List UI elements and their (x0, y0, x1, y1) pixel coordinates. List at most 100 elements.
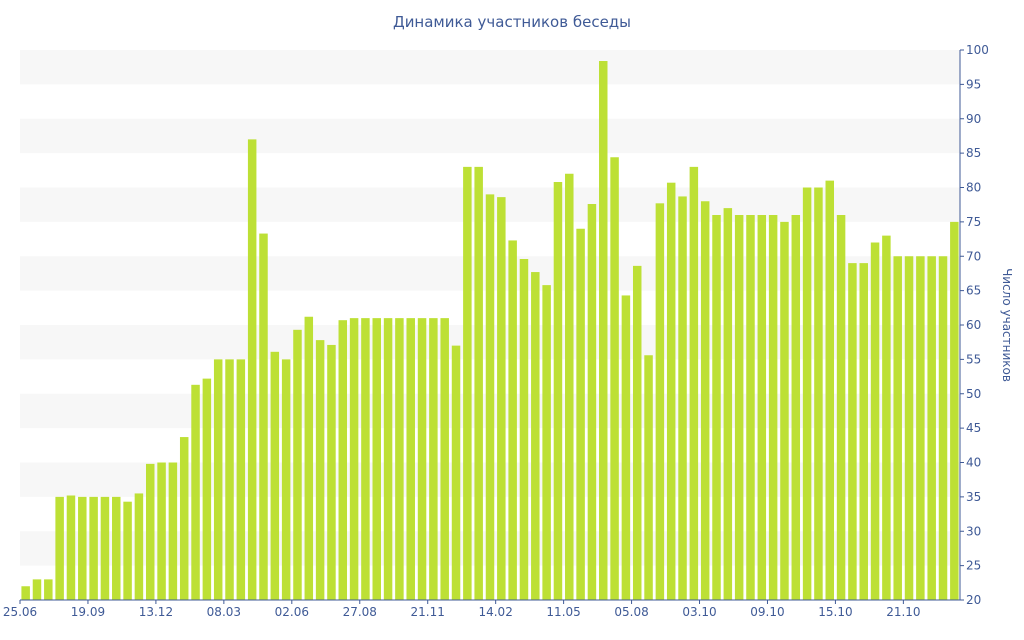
bar (327, 344, 336, 600)
bar (32, 579, 42, 600)
bar (66, 495, 76, 600)
bar (757, 215, 767, 600)
bar (893, 256, 902, 600)
bar (746, 215, 755, 600)
x-tick-label: 21.11 (411, 605, 445, 619)
bar (123, 501, 132, 600)
bar (89, 496, 98, 600)
bar (451, 345, 461, 600)
bar (145, 463, 155, 600)
bar (78, 496, 87, 600)
bar (859, 263, 868, 600)
x-tick-label: 15.10 (818, 605, 852, 619)
x-tick-label: 11.05 (546, 605, 580, 619)
bar (315, 340, 325, 600)
bar (576, 228, 585, 600)
y-tick-label: 30 (966, 524, 981, 538)
grid-band (20, 50, 960, 85)
y-tick-label: 90 (966, 112, 981, 126)
bar (734, 215, 744, 600)
bar (882, 235, 891, 600)
y-tick-label: 50 (966, 387, 981, 401)
bar (202, 378, 212, 600)
bar (157, 462, 166, 600)
bar (836, 215, 846, 600)
bar (632, 265, 642, 600)
bar (870, 242, 880, 600)
bar (621, 295, 631, 600)
bar (938, 256, 948, 600)
bar (417, 318, 427, 600)
x-tick-label: 19.09 (71, 605, 105, 619)
bar (179, 437, 189, 600)
bar (213, 359, 223, 600)
y-tick-label: 80 (966, 181, 981, 195)
bar (463, 166, 472, 600)
x-tick-label: 09.10 (750, 605, 784, 619)
x-tick-label: 05.08 (614, 605, 648, 619)
bar (100, 496, 110, 600)
bar (802, 187, 812, 600)
bar (666, 182, 676, 600)
bar (565, 173, 574, 600)
bar (780, 221, 789, 600)
bar (225, 359, 234, 600)
bar (916, 256, 925, 600)
y-tick-label: 60 (966, 318, 981, 332)
bar (259, 233, 268, 600)
bar (712, 215, 721, 600)
x-tick-label: 03.10 (682, 605, 716, 619)
bar (599, 61, 608, 600)
bar (678, 196, 687, 600)
y-tick-label: 25 (966, 559, 981, 573)
y-tick-label: 45 (966, 421, 981, 435)
bar (825, 180, 835, 600)
bar (247, 139, 257, 600)
bar (610, 157, 619, 600)
x-tick-label: 25.06 (3, 605, 37, 619)
bar (531, 272, 540, 600)
y-axis-title: Число участников (1000, 268, 1014, 382)
y-tick-label: 70 (966, 249, 981, 263)
bar (508, 240, 517, 600)
y-tick-label: 85 (966, 146, 981, 160)
bar (474, 166, 483, 600)
chart-title: Динамика участников беседы (392, 13, 632, 31)
bar (814, 187, 823, 600)
bar (21, 586, 30, 600)
bar (134, 493, 144, 600)
bar (406, 318, 415, 600)
bar (542, 285, 551, 600)
bar (372, 318, 381, 600)
bar (383, 318, 393, 600)
y-tick-label: 35 (966, 490, 981, 504)
bar (644, 355, 653, 600)
bar (927, 256, 936, 600)
bar (950, 221, 959, 600)
x-tick-label: 27.08 (343, 605, 377, 619)
y-tick-label: 95 (966, 77, 981, 91)
bar (236, 359, 246, 600)
bar (338, 320, 348, 600)
bar (191, 384, 200, 600)
x-tick-label: 14.02 (478, 605, 512, 619)
bar (655, 203, 665, 600)
y-tick-label: 55 (966, 352, 981, 366)
bar (848, 263, 857, 600)
bar (768, 215, 778, 600)
y-tick-label: 65 (966, 284, 981, 298)
bar (689, 166, 699, 600)
bar (723, 208, 733, 600)
bar (112, 496, 121, 600)
grid-band (20, 118, 960, 154)
bar (904, 256, 914, 600)
bar (553, 182, 563, 600)
bar (361, 318, 370, 600)
bar (485, 194, 495, 600)
bar (168, 462, 178, 600)
bar (395, 318, 404, 600)
x-tick-label: 21.10 (886, 605, 920, 619)
x-tick-label: 13.12 (139, 605, 173, 619)
y-tick-label: 100 (966, 43, 989, 57)
